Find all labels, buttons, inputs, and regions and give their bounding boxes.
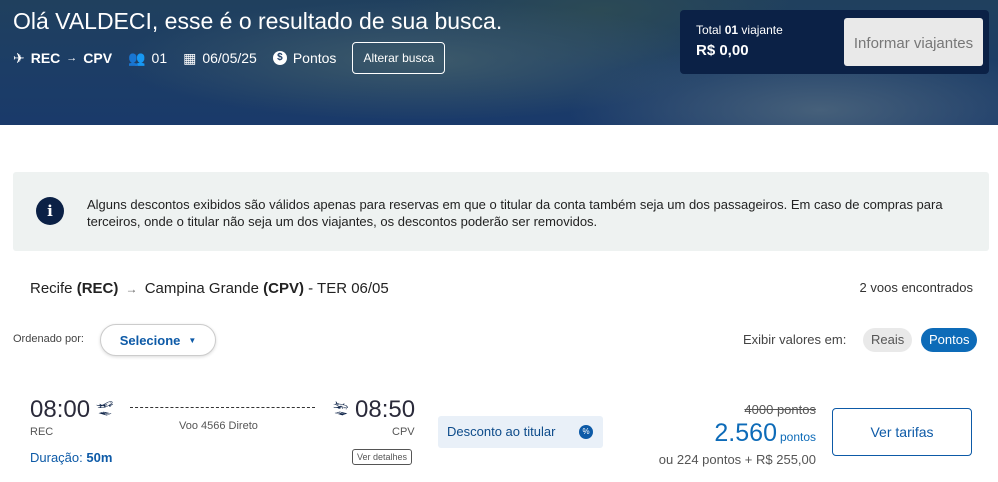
destination-code: CPV [83,50,113,66]
travel-date: 06/05/25 [202,50,257,66]
display-values-label: Exibir valores em: [743,332,847,347]
results-count: 2 voos encontrados [859,280,973,295]
discount-notice: i Alguns descontos exibidos são válidos … [13,172,989,251]
info-icon: i [36,197,64,225]
search-summary: ✈ REC → CPV 👥 01 ▦ 06/05/25 $ Pontos Alterar b… [13,42,446,74]
payment-type: Pontos [292,50,337,66]
landing-icon: 🛬︎ [332,400,350,416]
notice-text: Alguns descontos exibidos são válidos ap… [87,197,943,229]
toggle-pontos[interactable]: Pontos [921,328,978,352]
price: 2.560 pontos [714,419,816,447]
toggle-reais[interactable]: Reais [863,328,913,352]
origin-code: REC [30,50,61,66]
plane-icon: ✈ [13,49,25,66]
calendar-icon: ▦ [183,49,197,66]
sort-label: Ordenado por: [13,333,84,345]
discount-badge: Desconto ao titular% [438,416,603,448]
takeoff-icon: 🛫︎ [96,400,114,416]
coin-icon: $ [272,51,287,65]
sort-select[interactable]: Selecione ▼ [100,324,216,356]
route-line [130,407,315,408]
total-label: Total 01 viajante [696,23,783,37]
arrow-icon: → [66,52,78,64]
alt-price: ou 224 pontos + R$ 255,00 [658,452,816,467]
arrival-time: 08:50 [355,396,416,423]
departure-code: REC [30,426,54,438]
passenger-count: 01 [151,50,168,66]
inform-travelers-button[interactable]: Informar viajantes [844,18,983,66]
route-heading: Recife (REC) → Campina Grande (CPV) - TE… [30,280,389,297]
total-panel: Total 01 viajante R$ 0,00 Informar viaja… [680,10,989,74]
departure-time: 08:00 [30,396,91,423]
percent-badge-icon: % [579,425,593,439]
details-button[interactable]: Ver detalhes [352,449,413,465]
duration: Duração: 50m [30,450,113,465]
page-title: Olá VALDECI, esse é o resultado de sua b… [13,8,503,34]
users-icon: 👥 [128,49,146,66]
arrival-code: CPV [392,426,415,438]
total-amount: R$ 0,00 [696,42,749,59]
change-search-button[interactable]: Alterar busca [352,42,446,74]
old-price: 4000 pontos [744,402,816,417]
flight-info: Voo 4566 Direto [179,420,258,432]
header-banner: Olá VALDECI, esse é o resultado de sua b… [0,0,998,125]
view-fares-button[interactable]: Ver tarifas [832,408,972,456]
chevron-down-icon: ▼ [188,335,197,345]
